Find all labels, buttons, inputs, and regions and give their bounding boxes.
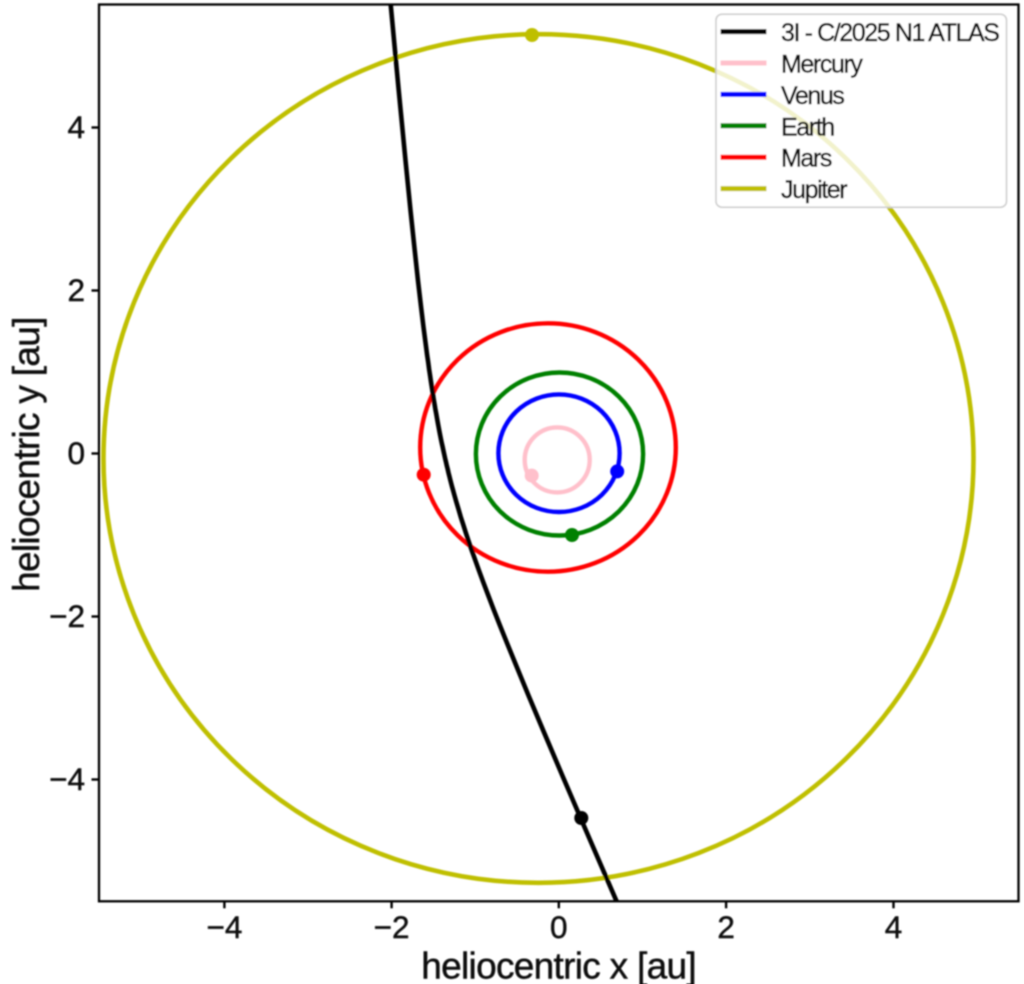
svg-text:4: 4 [67,109,85,145]
svg-text:Jupiter: Jupiter [781,176,847,204]
svg-text:heliocentric y [au]: heliocentric y [au] [6,317,47,592]
svg-text:−2: −2 [49,598,85,634]
svg-text:2: 2 [67,272,85,308]
svg-text:Earth: Earth [781,113,834,141]
svg-text:Venus: Venus [781,82,844,110]
svg-text:0: 0 [67,435,85,471]
svg-text:heliocentric x [au]: heliocentric x [au] [421,945,696,984]
svg-text:−4: −4 [206,909,242,945]
svg-text:Mercury: Mercury [781,51,863,79]
svg-text:3I - C/2025 N1 ATLAS: 3I - C/2025 N1 ATLAS [781,19,999,47]
svg-text:−4: −4 [49,761,85,797]
svg-text:Mars: Mars [781,145,832,173]
svg-text:4: 4 [885,909,903,945]
svg-text:0: 0 [550,909,568,945]
svg-text:−2: −2 [374,909,410,945]
svg-text:2: 2 [717,909,735,945]
